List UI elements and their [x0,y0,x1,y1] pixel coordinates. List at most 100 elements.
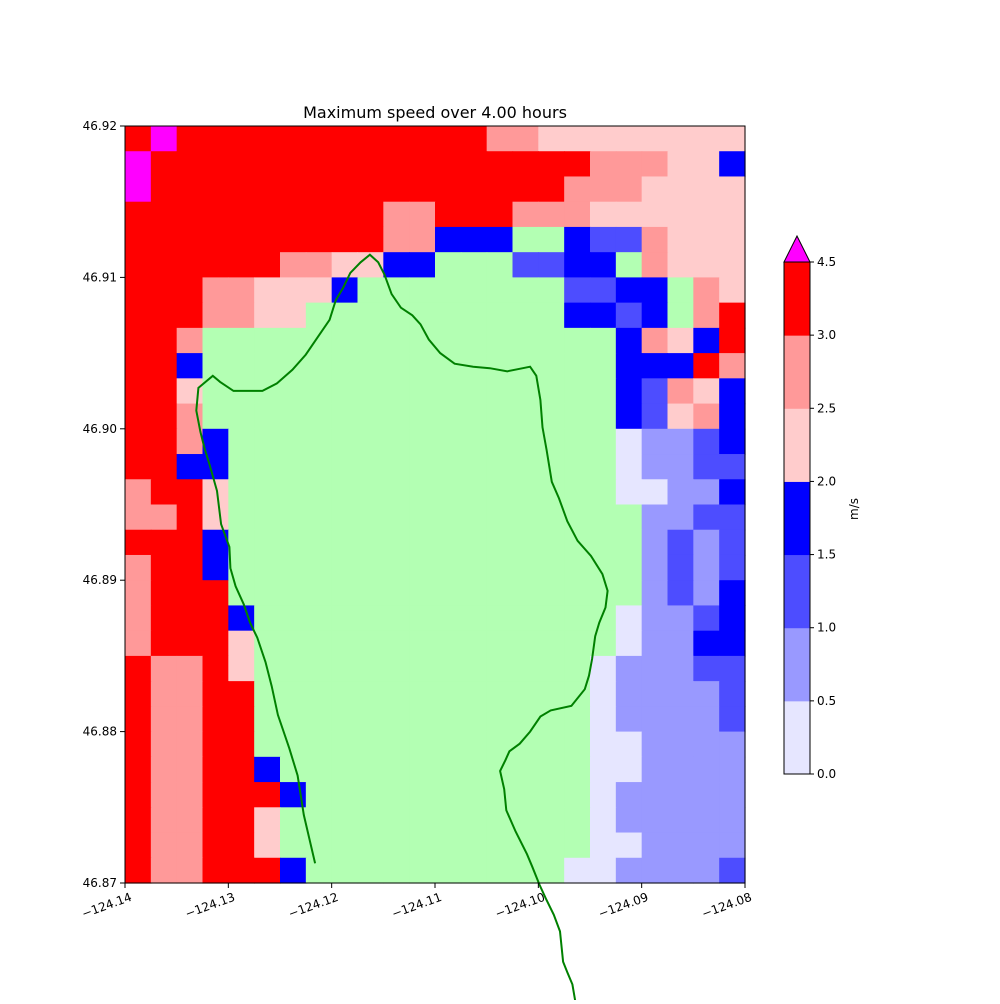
speed-cell [280,252,307,278]
land-cell [331,605,359,632]
speed-cell [590,731,617,758]
heatmap-cells [125,126,746,884]
speed-cell [357,226,384,253]
land-cell [590,504,617,531]
speed-cell [435,201,462,228]
land-cell [538,353,565,379]
land-cell [357,731,384,758]
land-cell [254,428,281,455]
speed-cell [228,126,255,152]
speed-cell [280,302,307,329]
land-cell [254,554,281,581]
speed-cell [693,731,720,758]
speed-cell [202,832,229,859]
speed-cell [202,277,229,304]
speed-cell [305,126,333,152]
speed-cell [280,857,307,884]
land-cell [357,655,384,682]
speed-cell [719,403,746,430]
speed-cell [125,302,152,329]
land-cell [331,681,359,707]
y-tick-label: 46.87 [83,876,117,890]
speed-cell [150,403,178,430]
speed-cell [615,226,643,253]
land-cell [383,403,410,430]
speed-cell [176,428,204,455]
x-tick-label: −124.11 [390,890,444,921]
speed-cell [693,454,720,480]
land-cell [460,428,488,455]
land-cell [538,378,565,405]
speed-cell [667,605,694,632]
speed-cell [150,529,178,556]
speed-cell [615,630,643,657]
speed-cell [641,655,669,682]
speed-cell [719,529,746,556]
speed-cell [615,378,643,405]
speed-cell [538,201,565,228]
x-tick-label: −124.12 [287,890,341,921]
speed-cell [667,706,694,733]
land-cell [409,580,436,607]
speed-cell [435,176,462,203]
speed-cell [125,504,152,531]
land-cell [538,782,565,808]
speed-cell [125,580,152,607]
land-cell [409,378,436,405]
speed-cell [331,226,359,253]
land-cell [435,605,462,632]
speed-cell [228,655,255,682]
speed-cell [641,151,669,178]
speed-cell [125,479,152,506]
speed-cell [564,201,591,228]
land-cell [615,504,643,531]
land-cell [331,479,359,506]
speed-cell [719,176,746,203]
speed-cell [667,807,694,834]
speed-cell [641,226,669,253]
land-cell [590,353,617,379]
land-cell [435,529,462,556]
land-cell [331,504,359,531]
speed-cell [693,378,720,405]
land-cell [435,630,462,657]
land-cell [435,428,462,455]
speed-cell [719,454,746,480]
land-cell [590,580,617,607]
land-cell [331,756,359,783]
speed-cell [150,832,178,859]
speed-cell [383,201,410,228]
land-cell [512,681,539,707]
speed-cell [615,201,643,228]
speed-cell [409,252,436,278]
speed-cell [719,681,746,707]
land-cell [460,252,488,278]
speed-cell [202,554,229,581]
land-cell [615,529,643,556]
land-cell [357,857,384,884]
speed-cell [176,731,204,758]
land-cell [409,756,436,783]
land-cell [202,403,229,430]
speed-cell [125,857,152,884]
colorbar-tick-label: 2.5 [817,401,836,415]
land-cell [228,353,255,379]
land-cell [435,706,462,733]
colorbar-band [784,700,810,775]
speed-cell [280,176,307,203]
speed-cell [228,302,255,329]
land-cell [486,327,514,354]
colorbar-band [784,554,810,629]
speed-cell [125,832,152,859]
speed-cell [693,428,720,455]
land-cell [564,832,591,859]
speed-cell [641,277,669,304]
speed-cell [693,252,720,278]
speed-cell [331,252,359,278]
speed-cell [590,756,617,783]
speed-cell [228,807,255,834]
speed-cell [667,479,694,506]
land-cell [486,454,514,480]
land-cell [331,454,359,480]
land-cell [383,580,410,607]
